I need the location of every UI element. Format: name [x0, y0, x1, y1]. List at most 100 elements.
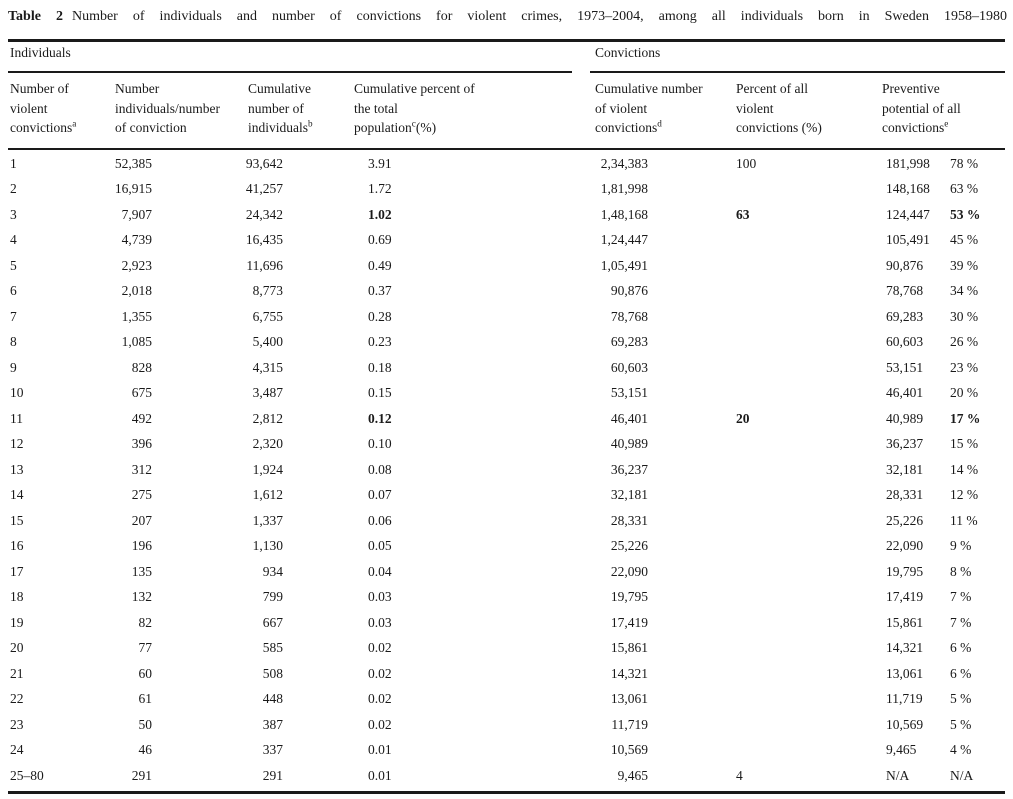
cell-cum-pct-population: 0.02: [368, 691, 392, 707]
cell-n-convictions: 23: [10, 716, 24, 732]
cell-preventive-pct: 8 %: [950, 563, 972, 579]
column-header-number-violent-convictions: Number of violent convictionsa: [10, 79, 110, 138]
cell-preventive-number: 181,998: [886, 155, 930, 171]
table-row: 25–80 291 291 0.01 9,465 4 N/A N/A: [8, 763, 1005, 789]
cell-n-individuals: 7,907: [121, 206, 152, 222]
cell-cum-convictions: 10,569: [610, 742, 648, 758]
cell-cum-individuals: 41,257: [245, 181, 283, 197]
cell-preventive-pct: N/A: [950, 767, 974, 783]
cell-cum-pct-population: 0.02: [368, 716, 392, 732]
cell-cum-convictions: 1,81,998: [600, 181, 648, 197]
cell-cum-individuals: 6,755: [252, 308, 283, 324]
column-header-number-individuals-per-conviction: Number individuals/number of conviction: [115, 79, 255, 138]
cell-cum-individuals: 1,130: [252, 538, 283, 554]
cell-preventive-number: 124,447: [886, 206, 930, 222]
cell-cum-pct-population: 0.12: [368, 410, 392, 426]
cell-n-convictions: 21: [10, 665, 24, 681]
header-line: potential of all: [882, 100, 961, 116]
table-row: 17 135 934 0.04 22,090 19,795 8 %: [8, 559, 1005, 585]
cell-cum-convictions: 46,401: [610, 410, 648, 426]
cell-preventive-number: 13,061: [886, 665, 924, 681]
cell-cum-individuals: 1,924: [252, 461, 283, 477]
column-header-cumulative-number-violent-convictions: Cumulative number of violent convictionsd: [595, 79, 745, 138]
cell-n-individuals: 16,915: [114, 181, 152, 197]
cell-preventive-pct: 12 %: [950, 487, 979, 503]
table-row: 13 312 1,924 0.08 36,237 32,181 14 %: [8, 457, 1005, 483]
cell-n-convictions: 11: [10, 410, 23, 426]
cell-preventive-number: 40,989: [886, 410, 924, 426]
cell-preventive-number: 17,419: [886, 589, 924, 605]
header-line: of conviction: [115, 120, 187, 135]
cell-cum-individuals: 387: [262, 716, 283, 732]
cell-cum-convictions: 90,876: [610, 283, 648, 299]
cell-n-convictions: 2: [10, 181, 17, 197]
header-line: of violent: [595, 100, 648, 116]
cell-cum-individuals: 1,612: [252, 487, 283, 503]
cell-preventive-pct: 14 %: [950, 461, 979, 477]
cell-cum-convictions: 53,151: [610, 385, 648, 401]
cell-preventive-number: 90,876: [886, 257, 924, 273]
cell-cum-convictions: 32,181: [610, 487, 648, 503]
cell-n-convictions: 14: [10, 487, 24, 503]
header-line: individuals/number: [115, 100, 220, 116]
cell-preventive-number: N/A: [886, 767, 910, 783]
cell-cum-individuals: 508: [262, 665, 283, 681]
cell-cum-convictions: 36,237: [610, 461, 648, 477]
cell-cum-individuals: 799: [262, 589, 283, 605]
cell-n-individuals: 2,923: [121, 257, 152, 273]
cell-n-individuals: 291: [131, 767, 152, 783]
cell-cum-individuals: 11,696: [246, 257, 283, 273]
header-line: number of: [248, 100, 304, 116]
header-line: violent: [736, 100, 774, 116]
header-line: convictionsd: [595, 118, 662, 135]
table-number-label: Table 2: [8, 9, 63, 24]
table-body: 1 52,385 93,642 3.91 2,34,383 100 181,998 78 % 2…: [8, 151, 1005, 789]
table-row: 8 1,085 5,400 0.23 69,283 60,603 26 %: [8, 330, 1005, 356]
cell-preventive-number: 9,465: [886, 742, 917, 758]
cell-n-individuals: 77: [138, 640, 153, 656]
rule-top: [8, 39, 1005, 42]
header-line: Number: [115, 81, 160, 96]
cell-preventive-number: 19,795: [886, 563, 924, 579]
table-row: 18 132 799 0.03 19,795 17,419 7 %: [8, 585, 1005, 611]
footnote-marker: d: [657, 118, 662, 129]
cell-preventive-number: 28,331: [886, 487, 924, 503]
column-header-percent-all-violent-convictions: Percent of all violent convictions (%): [736, 79, 854, 138]
cell-cum-pct-population: 0.10: [368, 436, 392, 452]
cell-n-convictions: 3: [10, 206, 17, 222]
cell-cum-convictions: 1,05,491: [600, 257, 648, 273]
cell-preventive-number: 105,491: [886, 232, 930, 248]
column-header-preventive-potential: Preventive potential of all convictionse: [882, 79, 1007, 138]
table-row: 9 828 4,315 0.18 60,603 53,151 23 %: [8, 355, 1005, 381]
cell-cum-pct-population: 0.49: [368, 257, 392, 273]
cell-n-convictions: 8: [10, 334, 17, 350]
rule-under-convictions: [590, 71, 1005, 73]
cell-preventive-pct: 63 %: [950, 181, 979, 197]
table-row: 14 275 1,612 0.07 32,181 28,331 12 %: [8, 483, 1005, 509]
table-row: 21 60 508 0.02 14,321 13,061 6 %: [8, 661, 1005, 687]
cell-cum-pct-population: 1.02: [368, 206, 392, 222]
cell-cum-convictions: 2,34,383: [600, 155, 648, 171]
cell-preventive-pct: 5 %: [950, 691, 972, 707]
cell-preventive-pct: 23 %: [950, 359, 979, 375]
cell-preventive-number: 10,569: [886, 716, 924, 732]
cell-n-individuals: 1,355: [121, 308, 152, 324]
cell-cum-individuals: 1,337: [252, 512, 283, 528]
cell-preventive-pct: 7 %: [950, 614, 972, 630]
cell-preventive-pct: 20 %: [950, 385, 979, 401]
cell-preventive-pct: 15 %: [950, 436, 979, 452]
cell-preventive-pct: 30 %: [950, 308, 979, 324]
cell-cum-individuals: 585: [262, 640, 283, 656]
cell-n-convictions: 22: [10, 691, 24, 707]
cell-preventive-number: 36,237: [886, 436, 924, 452]
cell-pct-all-convictions: 63: [736, 206, 750, 222]
cell-cum-individuals: 2,812: [252, 410, 283, 426]
cell-preventive-pct: 34 %: [950, 283, 979, 299]
cell-n-individuals: 396: [131, 436, 152, 452]
header-line: convictionsa: [10, 118, 77, 135]
cell-cum-convictions: 14,321: [610, 665, 648, 681]
table-row: 4 4,739 16,435 0.69 1,24,447 105,491 45 %: [8, 228, 1005, 254]
cell-n-convictions: 13: [10, 461, 24, 477]
cell-n-individuals: 828: [131, 359, 152, 375]
cell-preventive-number: 15,861: [886, 614, 924, 630]
